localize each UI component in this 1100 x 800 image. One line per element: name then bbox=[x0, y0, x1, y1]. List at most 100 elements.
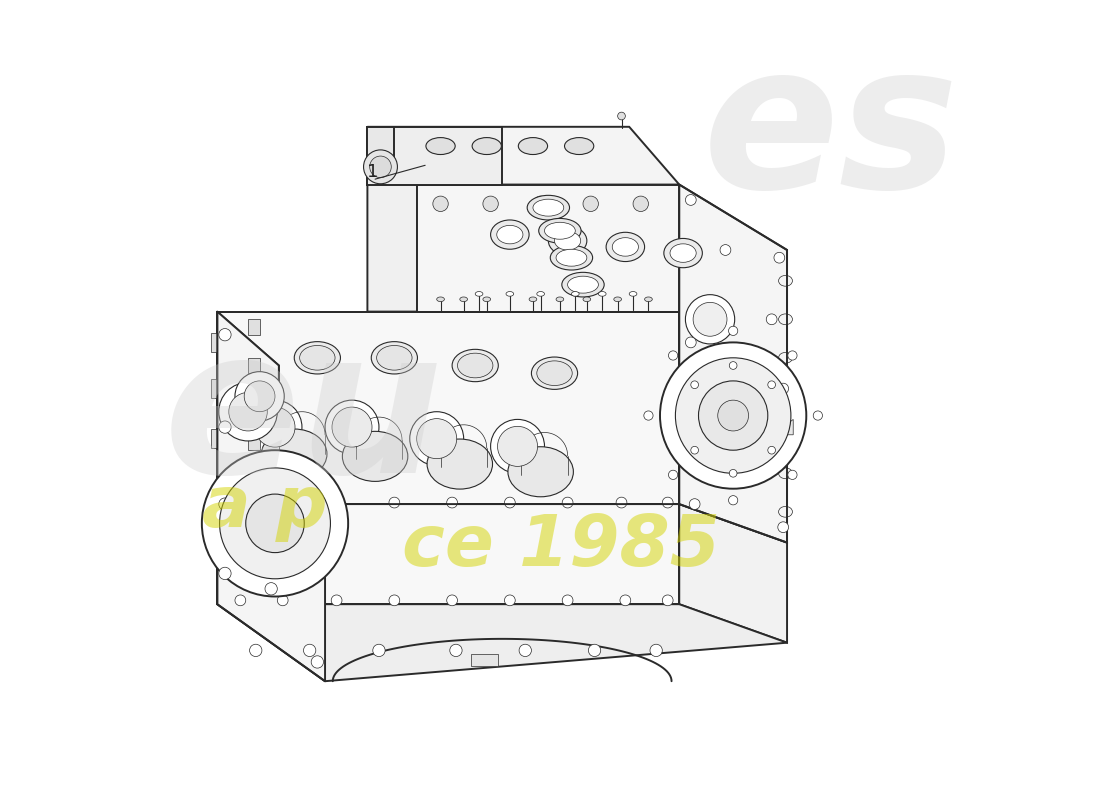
Circle shape bbox=[389, 595, 399, 606]
Text: ce 1985: ce 1985 bbox=[403, 512, 720, 581]
Polygon shape bbox=[211, 379, 218, 398]
Circle shape bbox=[534, 196, 549, 211]
Circle shape bbox=[685, 194, 696, 206]
Ellipse shape bbox=[372, 342, 418, 374]
Circle shape bbox=[304, 644, 316, 657]
Ellipse shape bbox=[606, 232, 645, 262]
Polygon shape bbox=[249, 474, 260, 489]
Ellipse shape bbox=[664, 238, 703, 268]
Ellipse shape bbox=[613, 238, 638, 256]
Text: a p: a p bbox=[202, 473, 328, 542]
Circle shape bbox=[768, 446, 776, 454]
Circle shape bbox=[229, 393, 267, 431]
Ellipse shape bbox=[571, 291, 579, 296]
Circle shape bbox=[778, 383, 789, 394]
Circle shape bbox=[691, 381, 698, 389]
Circle shape bbox=[235, 372, 284, 421]
Polygon shape bbox=[249, 358, 260, 373]
Polygon shape bbox=[249, 435, 260, 450]
Circle shape bbox=[219, 329, 231, 341]
Ellipse shape bbox=[537, 291, 544, 296]
Polygon shape bbox=[367, 126, 395, 169]
Ellipse shape bbox=[564, 138, 594, 154]
Circle shape bbox=[691, 446, 698, 454]
Circle shape bbox=[660, 342, 806, 489]
Ellipse shape bbox=[562, 272, 604, 297]
Ellipse shape bbox=[554, 231, 581, 250]
Circle shape bbox=[698, 381, 768, 450]
Circle shape bbox=[363, 150, 397, 184]
Circle shape bbox=[519, 644, 531, 657]
Ellipse shape bbox=[529, 297, 537, 302]
Polygon shape bbox=[367, 126, 680, 185]
Polygon shape bbox=[211, 487, 218, 506]
Ellipse shape bbox=[527, 195, 570, 220]
Circle shape bbox=[433, 196, 449, 211]
Circle shape bbox=[311, 656, 323, 668]
Ellipse shape bbox=[544, 222, 575, 239]
Text: eu: eu bbox=[163, 320, 443, 515]
Ellipse shape bbox=[417, 418, 456, 458]
Ellipse shape bbox=[531, 357, 578, 390]
Circle shape bbox=[277, 595, 288, 606]
Ellipse shape bbox=[518, 138, 548, 154]
Circle shape bbox=[202, 450, 348, 597]
Ellipse shape bbox=[779, 275, 792, 286]
Polygon shape bbox=[680, 185, 788, 542]
Circle shape bbox=[277, 497, 288, 508]
Circle shape bbox=[768, 381, 776, 389]
Ellipse shape bbox=[779, 391, 792, 402]
Ellipse shape bbox=[426, 138, 455, 154]
Circle shape bbox=[505, 595, 515, 606]
Circle shape bbox=[245, 494, 305, 553]
Ellipse shape bbox=[779, 353, 792, 363]
Ellipse shape bbox=[779, 468, 792, 478]
Ellipse shape bbox=[550, 246, 593, 270]
Circle shape bbox=[588, 644, 601, 657]
Circle shape bbox=[644, 411, 653, 420]
Ellipse shape bbox=[534, 199, 563, 216]
Circle shape bbox=[720, 245, 730, 255]
Ellipse shape bbox=[262, 429, 327, 479]
Circle shape bbox=[505, 497, 515, 508]
Circle shape bbox=[447, 595, 458, 606]
Circle shape bbox=[562, 497, 573, 508]
Ellipse shape bbox=[491, 220, 529, 250]
Text: 1: 1 bbox=[367, 163, 378, 181]
Ellipse shape bbox=[537, 361, 572, 386]
Polygon shape bbox=[783, 419, 793, 435]
Ellipse shape bbox=[255, 407, 295, 447]
Circle shape bbox=[685, 294, 735, 344]
Circle shape bbox=[767, 314, 777, 325]
Circle shape bbox=[370, 156, 392, 178]
Ellipse shape bbox=[483, 297, 491, 302]
Ellipse shape bbox=[458, 353, 493, 378]
Circle shape bbox=[650, 644, 662, 657]
Ellipse shape bbox=[295, 342, 341, 374]
Circle shape bbox=[729, 470, 737, 477]
Ellipse shape bbox=[779, 430, 792, 440]
Ellipse shape bbox=[779, 506, 792, 517]
Ellipse shape bbox=[299, 346, 336, 370]
Ellipse shape bbox=[557, 250, 587, 266]
Polygon shape bbox=[367, 126, 502, 185]
Circle shape bbox=[728, 326, 738, 335]
Circle shape bbox=[219, 498, 231, 510]
Polygon shape bbox=[218, 504, 680, 604]
Ellipse shape bbox=[491, 419, 544, 474]
Circle shape bbox=[373, 644, 385, 657]
Ellipse shape bbox=[452, 350, 498, 382]
Ellipse shape bbox=[539, 218, 581, 243]
Ellipse shape bbox=[506, 291, 514, 296]
Circle shape bbox=[669, 351, 678, 360]
Circle shape bbox=[620, 595, 630, 606]
Ellipse shape bbox=[568, 276, 598, 293]
Circle shape bbox=[634, 196, 649, 211]
Ellipse shape bbox=[427, 439, 493, 489]
Circle shape bbox=[235, 595, 245, 606]
Polygon shape bbox=[680, 504, 788, 642]
Circle shape bbox=[220, 468, 330, 578]
Polygon shape bbox=[218, 311, 279, 558]
Circle shape bbox=[788, 470, 798, 479]
Ellipse shape bbox=[376, 346, 412, 370]
